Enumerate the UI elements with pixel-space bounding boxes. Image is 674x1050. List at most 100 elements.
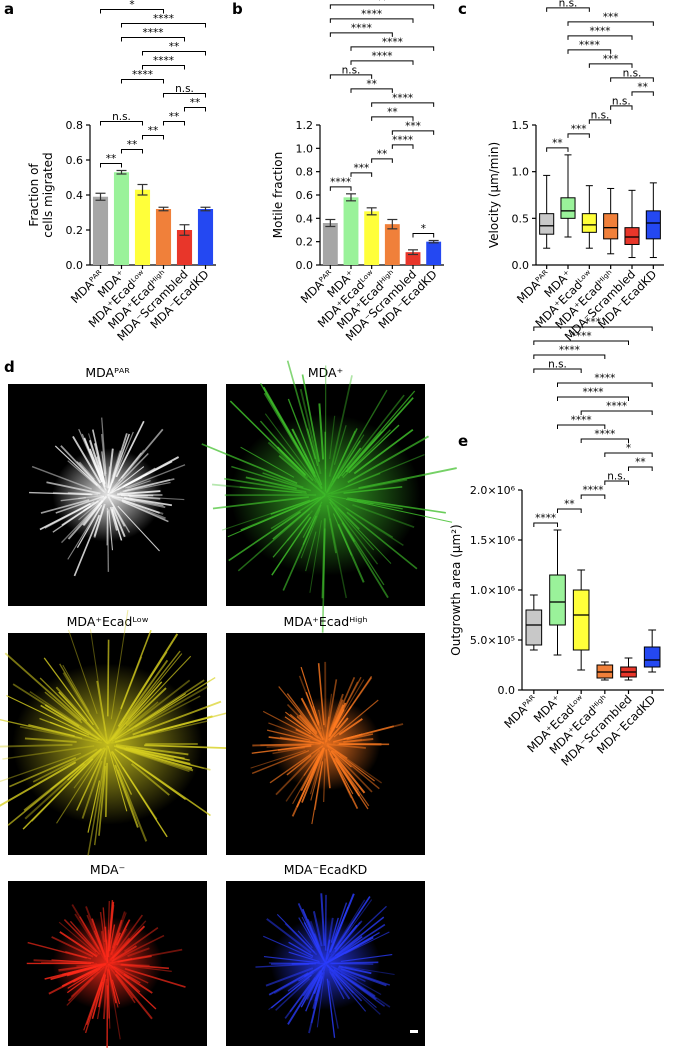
cell-streak <box>326 505 337 554</box>
cell-streak <box>65 950 92 960</box>
cell-streak <box>93 930 105 955</box>
significance-label: * <box>421 223 426 235</box>
significance-bracket <box>557 508 582 513</box>
cell-streak <box>39 502 91 531</box>
cell-streak <box>331 963 374 965</box>
cell-streak <box>100 433 108 488</box>
cell-streak <box>114 764 139 828</box>
cell-streak <box>251 749 310 775</box>
cell-streak <box>332 389 388 483</box>
scale-bar <box>410 1030 418 1033</box>
cell-streak <box>240 446 295 478</box>
cell-streak <box>320 893 326 946</box>
significance-bracket <box>610 77 654 82</box>
cell-streak <box>312 911 323 947</box>
cell-streak <box>346 394 405 469</box>
cell-streak <box>330 965 366 983</box>
cell-streak <box>121 499 160 514</box>
cell-streak <box>121 500 169 523</box>
cell-streak <box>318 709 326 741</box>
cell-streak <box>255 963 309 968</box>
cell-streak <box>278 448 309 479</box>
cell-streak <box>62 672 107 742</box>
cell-streak <box>111 962 150 967</box>
y-tick-label: 0.8 <box>66 119 84 132</box>
cell-streak <box>69 920 101 955</box>
cell-streak <box>124 748 194 772</box>
cell-streak <box>107 695 201 745</box>
cell-streak <box>111 495 166 520</box>
cell-streak <box>312 983 321 1009</box>
significance-label: * <box>626 443 631 455</box>
cell-streak <box>110 751 133 795</box>
cell-streak <box>328 375 353 477</box>
cell-streak <box>115 973 153 1020</box>
cell-streak <box>110 932 121 956</box>
cell-streak <box>333 699 379 738</box>
cell-streak <box>110 934 165 963</box>
cell-streak <box>352 503 415 528</box>
cell-streak <box>6 695 90 736</box>
cell-streak <box>314 762 324 810</box>
cell-streak <box>98 765 107 836</box>
significance-label: **** <box>594 373 615 385</box>
cell-streak <box>288 951 320 963</box>
y-tick-label: 0.2 <box>66 224 84 237</box>
cell-streak <box>0 761 77 807</box>
cell-streak <box>332 966 357 981</box>
significance-label: ** <box>127 139 138 151</box>
cell-streak <box>310 747 326 801</box>
cell-streak <box>265 967 314 987</box>
y-tick-label: 2.0×10⁶ <box>470 484 516 497</box>
cell-streak <box>114 715 213 743</box>
cell-streak <box>79 916 100 950</box>
image-title: MDA⁻EcadKD <box>284 862 368 877</box>
cell-streak <box>312 749 324 771</box>
cell-streak <box>231 465 312 492</box>
bar <box>364 211 380 265</box>
panel-label: a <box>4 0 14 18</box>
significance-bracket <box>604 480 629 485</box>
cell-streak <box>296 715 322 741</box>
cell-streak <box>76 747 107 811</box>
y-tick-label: 0.0 <box>66 259 84 272</box>
cell-streak <box>93 503 106 538</box>
cell-streak <box>328 709 345 737</box>
cell-streak <box>59 663 100 730</box>
y-tick-label: 1.0 <box>296 142 314 155</box>
cell-streak <box>56 750 104 824</box>
significance-bracket <box>533 340 629 345</box>
cell-streak <box>343 486 403 494</box>
cell-streak <box>284 977 316 1019</box>
cell-streak <box>287 969 323 1025</box>
cell-streak <box>132 700 222 736</box>
cell-streak <box>301 747 325 803</box>
cell-streak <box>114 748 186 801</box>
cell-streak <box>116 769 148 842</box>
significance-label: **** <box>361 8 382 20</box>
cell-streak <box>119 964 172 973</box>
cell-streak <box>117 505 160 552</box>
bar <box>134 189 151 265</box>
y-tick-label: 0.4 <box>66 189 84 202</box>
significance-bracket <box>350 46 435 51</box>
cell-streak <box>348 424 400 474</box>
cell-streak <box>107 963 136 1004</box>
cell-streak <box>0 743 73 748</box>
cell-streak <box>327 472 381 495</box>
cell-streak <box>93 506 105 537</box>
significance-bracket <box>371 116 414 121</box>
cell-streak <box>107 448 114 489</box>
significance-label: *** <box>405 120 421 132</box>
significance-bracket <box>391 144 414 149</box>
cell-streak <box>329 746 383 784</box>
cell-streak <box>333 425 347 465</box>
cell-streak <box>334 916 385 957</box>
significance-label: ** <box>564 499 575 511</box>
cell-streak <box>9 756 77 788</box>
significance-bracket <box>557 382 653 387</box>
cell-streak <box>339 905 387 951</box>
cell-streak <box>124 967 186 988</box>
cell-streak <box>0 719 83 739</box>
cell-streak <box>115 744 189 756</box>
